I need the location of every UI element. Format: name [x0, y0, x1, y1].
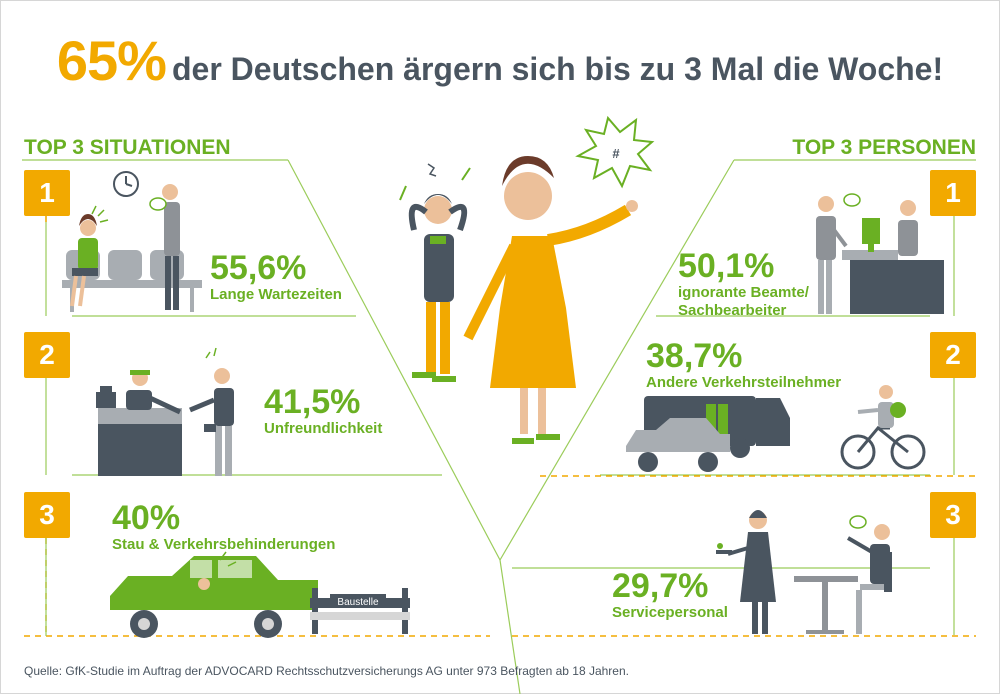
- headline: 65% der Deutschen ärgern sich bis zu 3 Ma…: [0, 28, 1000, 93]
- clock-icon: [113, 171, 139, 197]
- stat-left-1: 55,6% Lange Wartezeiten: [210, 250, 342, 304]
- rank-badge-left-3: 3: [24, 492, 70, 538]
- stat-right-2: 38,7% Andere Verkehrsteilnehmer: [646, 338, 841, 392]
- office-illustration: [816, 193, 944, 314]
- car-illustration: [110, 551, 318, 638]
- stat-label-line2: Sachbearbeiter: [678, 302, 787, 319]
- section-title-persons: TOP 3 PERSONEN: [792, 136, 976, 159]
- restaurant-illustration: [716, 510, 892, 634]
- headline-percent: 65%: [56, 29, 167, 92]
- stat-percent: 55,6%: [210, 249, 307, 287]
- source-footnote: Quelle: GfK-Studie im Auftrag der ADVOCA…: [24, 664, 629, 678]
- rank-badge-left-1: 1: [24, 170, 70, 216]
- stat-label: Servicepersonal: [612, 604, 728, 621]
- stat-label: Lange Wartezeiten: [210, 286, 342, 303]
- rank-badge-right-3: 3: [930, 492, 976, 538]
- cash-register-icon: [96, 386, 116, 408]
- stat-label: Stau & Verkehrsbehinderungen: [112, 536, 336, 553]
- stat-right-3: 29,7% Servicepersonal: [612, 568, 728, 622]
- stat-percent: 40%: [112, 499, 181, 537]
- baustelle-sign: Baustelle: [337, 597, 379, 608]
- svg-text:#: #: [612, 146, 620, 161]
- rank-badge-right-1: 1: [930, 170, 976, 216]
- rank-badge-right-2: 2: [930, 332, 976, 378]
- counter-illustration: [96, 347, 234, 476]
- stat-left-2: 41,5% Unfreundlichkeit: [264, 384, 382, 438]
- stat-label: Andere Verkehrsteilnehmer: [646, 374, 842, 391]
- stat-percent: 29,7%: [612, 567, 709, 605]
- stat-percent: 41,5%: [264, 383, 361, 421]
- waiting-room-illustration: [62, 171, 202, 312]
- headline-text: der Deutschen ärgern sich bis zu 3 Mal d…: [171, 51, 944, 87]
- anger-spark-icon: [91, 205, 109, 223]
- stat-left-3: 40% Stau & Verkehrsbehinderungen: [112, 500, 335, 554]
- rank-badge-left-2: 2: [24, 332, 70, 378]
- stat-percent: 50,1%: [678, 247, 775, 285]
- stat-label-line1: ignorante Beamte/: [678, 284, 809, 301]
- construction-barrier-illustration: Baustelle: [310, 588, 410, 634]
- stat-percent: 38,7%: [646, 337, 743, 375]
- stat-label: Unfreundlichkeit: [264, 420, 383, 437]
- angry-speech-bubble-icon: [149, 197, 167, 211]
- center-illustration: #: [399, 115, 655, 444]
- traffic-illustration: [626, 385, 926, 472]
- anger-spark-icon: [399, 167, 471, 201]
- section-title-situations: TOP 3 SITUATIONEN: [24, 136, 231, 159]
- stat-right-1: 50,1% ignorante Beamte/ Sachbearbeiter: [678, 248, 809, 320]
- angry-speech-bubble-icon: #: [575, 115, 655, 189]
